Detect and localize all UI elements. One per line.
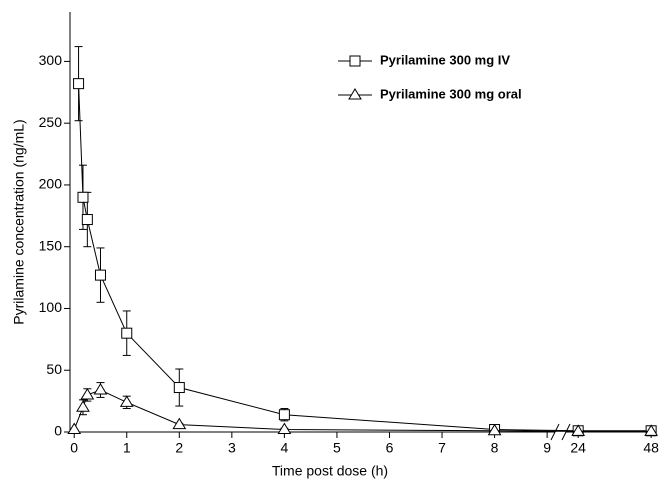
y-tick-label: 300 [39, 52, 63, 68]
data-point [67, 422, 82, 435]
x-tick-label: 7 [438, 440, 446, 456]
series-line [73, 389, 652, 432]
data-point [644, 424, 659, 436]
series-line [78, 83, 652, 432]
y-axis-label: Pyrilamine concentration (ng/mL) [11, 119, 27, 324]
data-point [93, 383, 108, 395]
y-tick-label: 200 [39, 176, 63, 192]
y-tick-label: 150 [39, 237, 63, 253]
legend-marker [348, 88, 362, 100]
data-point [173, 382, 185, 394]
data-point [119, 395, 134, 407]
y-tick-label: 100 [39, 299, 63, 315]
x-tick-label: 2 [175, 440, 183, 456]
y-tick-label: 0 [54, 423, 62, 439]
x-tick-label: 24 [570, 440, 586, 456]
axis-break [550, 423, 560, 441]
data-point [94, 269, 106, 281]
x-tick-label: 8 [491, 440, 499, 456]
data-point [278, 409, 290, 421]
x-tick-label: 3 [228, 440, 236, 456]
legend-marker [349, 55, 361, 67]
x-tick-label: 4 [280, 440, 288, 456]
data-point [77, 191, 89, 203]
data-point [172, 417, 187, 430]
data-point [571, 424, 586, 436]
x-tick-label: 0 [70, 440, 78, 456]
data-point [487, 423, 502, 436]
data-point [76, 400, 90, 412]
legend-label: Pyrilamine 300 mg IV [380, 52, 510, 67]
y-tick-label: 250 [39, 114, 63, 130]
data-point [277, 422, 292, 435]
data-point [80, 387, 95, 400]
x-tick-label: 9 [543, 440, 551, 456]
y-tick-label: 50 [46, 361, 62, 377]
x-tick-label: 48 [643, 440, 659, 456]
x-axis-label: Time post dose (h) [272, 463, 388, 479]
data-point [121, 327, 133, 339]
data-point [81, 214, 93, 226]
x-tick-label: 1 [123, 440, 131, 456]
x-tick-label: 6 [386, 440, 394, 456]
data-point [73, 78, 85, 90]
axis-break [561, 423, 571, 441]
legend-label: Pyrilamine 300 mg oral [380, 86, 522, 101]
x-tick-label: 5 [333, 440, 341, 456]
